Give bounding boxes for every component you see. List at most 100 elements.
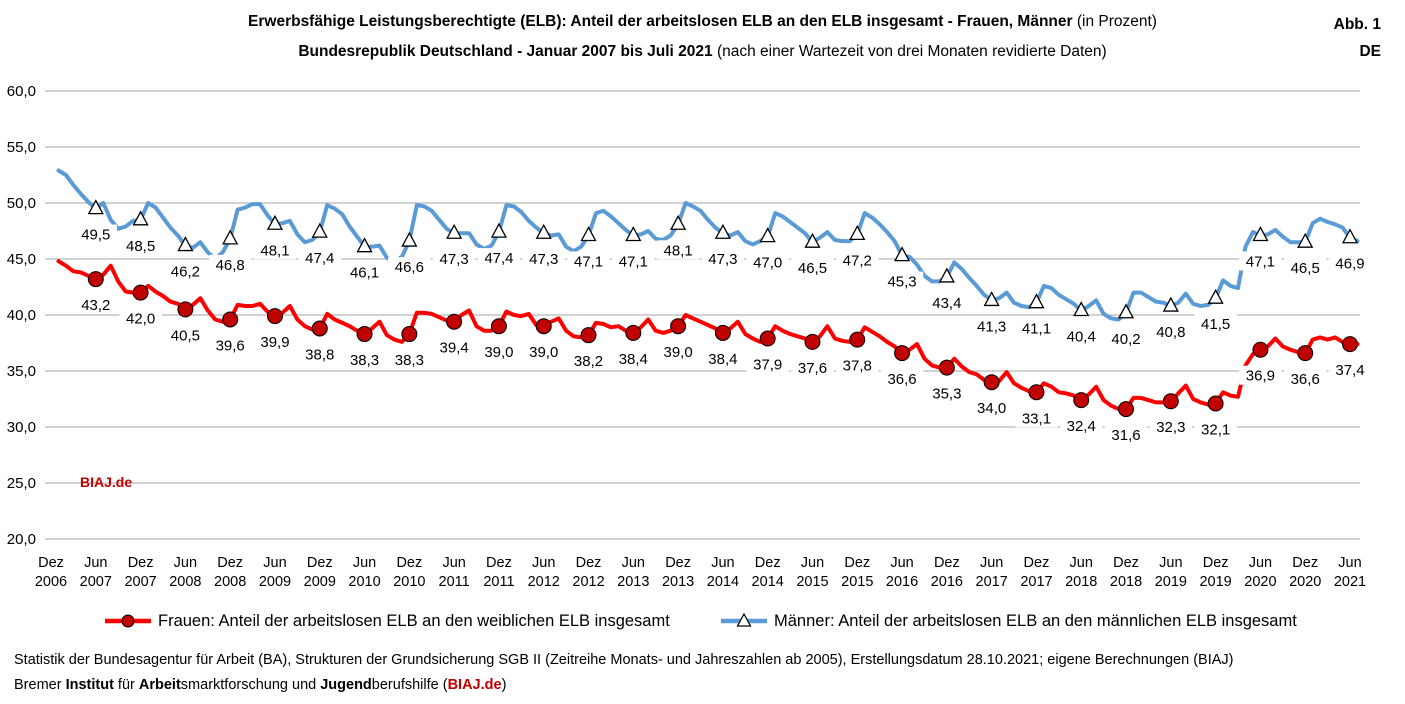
x-tick-year: 2007 (80, 574, 112, 590)
value-label-bg (836, 355, 879, 375)
x-tick-year: 2019 (1155, 574, 1187, 590)
x-tick-year: 2020 (1289, 574, 1321, 590)
value-label-bg (1194, 314, 1237, 334)
value-label-bg (880, 271, 924, 291)
x-tick: Jun 2013 (617, 555, 649, 590)
x-tick: Dez 2013 (662, 555, 694, 590)
maenner-value-label: 41,1 (1022, 321, 1051, 338)
maenner-marker (1252, 226, 1269, 242)
frauen-marker (446, 313, 463, 330)
value-label-bg (343, 262, 386, 282)
value-label-bg (612, 348, 655, 368)
x-tick-month: Dez (1113, 555, 1139, 571)
value-label-bg (298, 344, 341, 364)
maenner-marker (1297, 232, 1314, 248)
chart-title: Erwerbsfähige Leistungsberechtigte (ELB)… (248, 13, 1157, 30)
x-tick-month: Jun (1070, 555, 1093, 571)
maenner-value-label: 47,1 (1246, 253, 1275, 270)
maenner-value-label: 46,5 (798, 260, 827, 277)
x-tick-month: Jun (980, 555, 1003, 571)
x-tick-year: 2015 (796, 574, 828, 590)
x-tick: Jun 2008 (169, 555, 201, 590)
x-tick-month: Jun (84, 555, 107, 571)
maenner-value-label: 41,5 (1201, 316, 1230, 333)
y-tick-label: 35,0 (7, 363, 36, 380)
value-label-bg (119, 235, 162, 255)
y-tick-label: 25,0 (7, 475, 36, 492)
maenner-value-label: 46,8 (216, 257, 245, 274)
source-note: Statistik der Bundesagentur für Arbeit (… (14, 652, 1234, 668)
x-tick-month: Dez (1203, 555, 1229, 571)
value-label-bg (388, 257, 431, 277)
value-label-bg (432, 249, 476, 269)
frauen-value-label: 37,6 (798, 360, 827, 377)
x-tick-year: 2013 (617, 574, 649, 590)
x-tick-year: 2012 (528, 574, 560, 590)
x-tick-month: Dez (755, 555, 781, 571)
maenner-marker (714, 223, 731, 239)
y-tick-label: 50,0 (7, 195, 36, 212)
maenner-marker (670, 214, 687, 230)
x-tick: Dez 2017 (1020, 555, 1052, 590)
legend-frauen-symbol (105, 614, 151, 628)
x-tick-month: Dez (396, 555, 422, 571)
maenner-marker (804, 232, 821, 248)
x-tick: Jun 2016 (886, 555, 918, 590)
biaj-link[interactable]: BIAJ.de (447, 677, 502, 693)
maenner-marker (1117, 303, 1135, 319)
legend-maenner: Männer: Anteil der arbeitslosen ELB an d… (720, 611, 1297, 631)
value-label-bg (791, 258, 834, 278)
frauen-marker (311, 320, 328, 337)
value-label-bg (477, 342, 521, 362)
value-label-bg (388, 350, 431, 370)
x-tick: Jun 2017 (976, 555, 1008, 590)
frauen-value-label: 39,4 (440, 340, 469, 357)
x-tick: Dez 2011 (483, 555, 514, 590)
x-tick-month: Jun (174, 555, 197, 571)
frauen-value-label: 32,1 (1201, 421, 1230, 438)
maenner-marker (1207, 288, 1224, 304)
frauen-value-label: 36,6 (1291, 371, 1320, 388)
value-label-bg (1060, 416, 1103, 436)
value-label-bg (925, 383, 969, 403)
maenner-value-label: 47,3 (708, 251, 737, 268)
frauen-marker (804, 333, 821, 350)
value-label-bg (1328, 360, 1372, 380)
maenner-marker (938, 267, 955, 283)
x-tick: Jun 2010 (348, 555, 380, 590)
frauen-value-label: 33,1 (1022, 410, 1051, 427)
x-tick-month: Dez (1024, 555, 1050, 571)
maenner-value-label: 47,4 (305, 250, 334, 267)
frauen-marker (983, 374, 1000, 391)
x-tick: Dez 2008 (214, 555, 246, 590)
x-tick: Jun 2019 (1155, 555, 1187, 590)
x-tick-month: Dez (307, 555, 333, 571)
maenner-marker (625, 226, 642, 242)
y-tick-label: 20,0 (7, 531, 36, 548)
frauen-marker (356, 326, 373, 343)
frauen-value-label: 31,6 (1111, 427, 1140, 444)
frauen-value-label: 38,3 (350, 352, 379, 369)
y-tick-label: 30,0 (7, 419, 36, 436)
frauen-value-label: 37,8 (843, 358, 872, 375)
x-tick-year: 2007 (124, 574, 156, 590)
x-tick: Dez 2010 (393, 555, 425, 590)
value-label-bg (701, 249, 745, 269)
maenner-value-label: 46,1 (350, 265, 379, 282)
value-label-bg (298, 248, 341, 268)
x-tick-month: Jun (442, 555, 465, 571)
x-tick-month: Jun (890, 555, 913, 571)
value-label-bg (1284, 258, 1327, 278)
maenner-marker (87, 199, 104, 215)
value-label-bg (1104, 328, 1148, 348)
y-tick-label: 45,0 (7, 251, 36, 268)
maenner-marker (446, 223, 463, 239)
frauen-value-label: 38,4 (619, 351, 648, 368)
x-tick: Dez 2009 (304, 555, 336, 590)
x-tick-year: 2021 (1334, 574, 1366, 590)
maenner-value-label: 43,4 (932, 295, 961, 312)
frauen-marker (1118, 401, 1135, 418)
value-label-bg (522, 342, 565, 362)
value-label-bg (1194, 419, 1237, 439)
legend-maenner-label: Männer: Anteil der arbeitslosen ELB an d… (774, 611, 1297, 630)
